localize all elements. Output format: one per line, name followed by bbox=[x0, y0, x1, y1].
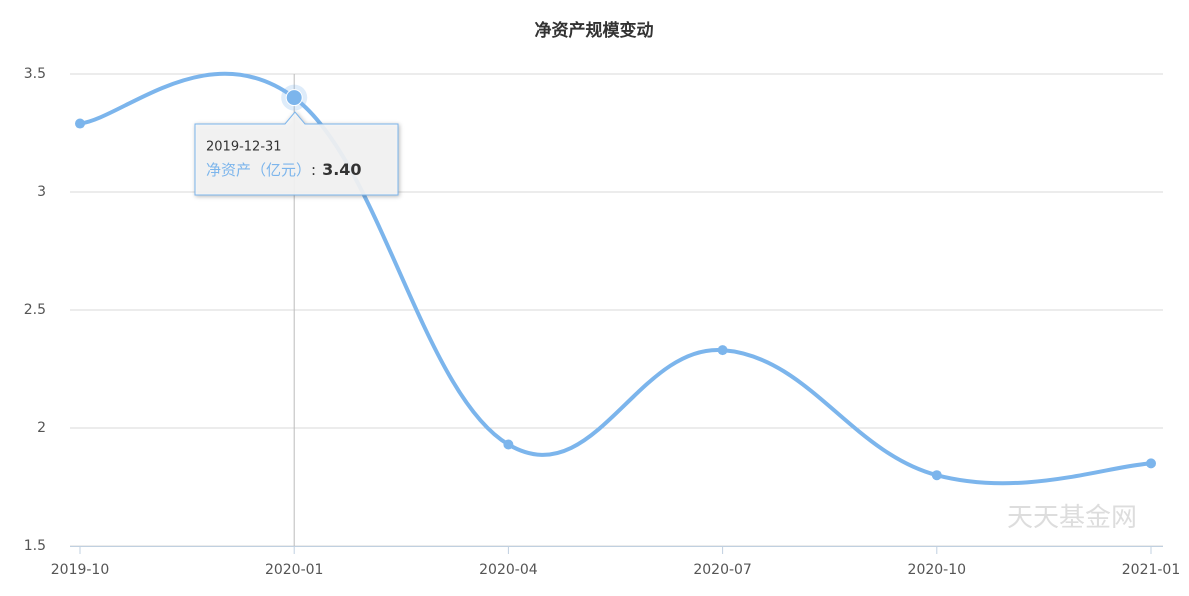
point bbox=[1146, 458, 1156, 469]
tooltip-date: 2019-12-31 bbox=[206, 140, 282, 155]
point bbox=[503, 439, 514, 450]
point bbox=[717, 345, 728, 356]
tooltip-separator: : bbox=[311, 161, 316, 179]
y-tick-label: 2 bbox=[37, 420, 46, 436]
point bbox=[931, 470, 942, 481]
y-tick-label: 3 bbox=[37, 184, 46, 200]
x-tick-label: 2021-01 bbox=[1122, 562, 1181, 578]
tooltip-value: 3.40 bbox=[322, 160, 361, 179]
y-tick-label: 3.5 bbox=[24, 66, 46, 82]
x-tick-label: 2020-04 bbox=[479, 562, 538, 578]
point bbox=[285, 89, 303, 107]
chart-title: 净资产规模变动 bbox=[535, 20, 654, 41]
x-tick-label: 2020-01 bbox=[265, 562, 324, 578]
watermark: 天天基金网 bbox=[1007, 503, 1137, 533]
x-tick-label: 2019-10 bbox=[51, 562, 110, 578]
y-tick-label: 2.5 bbox=[24, 302, 46, 318]
tooltip-row: 净资产（亿元）: 3.40 bbox=[206, 160, 362, 179]
tooltip: 2019-12-31 净资产（亿元）: 3.40 bbox=[194, 111, 399, 196]
x-tick-label: 2020-10 bbox=[908, 562, 967, 578]
tooltip-series: 净资产（亿元） bbox=[206, 161, 311, 179]
y-tick-label: 1.5 bbox=[24, 538, 46, 554]
point bbox=[75, 118, 85, 129]
tooltip-box bbox=[194, 111, 399, 196]
x-tick-label: 2020-07 bbox=[693, 562, 752, 578]
